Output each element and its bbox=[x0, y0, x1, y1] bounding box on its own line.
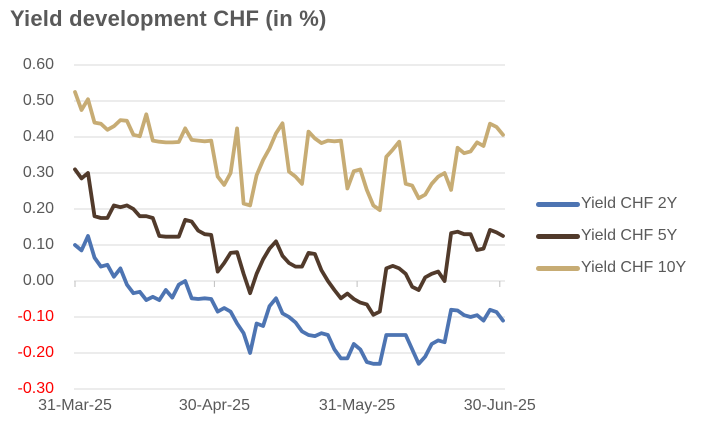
y-axis-label: -0.20 bbox=[17, 344, 54, 361]
legend-line-swatch-10y bbox=[536, 265, 580, 271]
y-axis-label: 0.50 bbox=[22, 92, 54, 109]
legend-label-10y: Yield CHF 10Y bbox=[581, 259, 687, 276]
legend-label-2y: Yield CHF 2Y bbox=[581, 195, 678, 212]
legend-item-yield-chf-5y: Yield CHF 5Y bbox=[536, 226, 686, 246]
legend-item-yield-chf-2y: Yield CHF 2Y bbox=[536, 194, 686, 214]
y-axis-label: 0.10 bbox=[22, 236, 54, 253]
x-axis-label: 30-Jun-25 bbox=[463, 397, 536, 414]
legend-label-5y: Yield CHF 5Y bbox=[581, 227, 678, 244]
y-axis-label: 0.40 bbox=[22, 128, 54, 145]
y-axis-label: -0.10 bbox=[17, 308, 54, 325]
legend-line-swatch-5y bbox=[536, 233, 580, 239]
x-axis-label: 31-Mar-25 bbox=[38, 397, 112, 414]
y-axis-label: 0.60 bbox=[22, 56, 54, 73]
legend-item-yield-chf-10y: Yield CHF 10Y bbox=[536, 258, 686, 278]
y-axis-label: 0.20 bbox=[22, 200, 54, 217]
y-axis-label: 0.30 bbox=[22, 164, 54, 181]
x-axis-label: 30-Apr-25 bbox=[178, 397, 250, 414]
x-axis-label: 31-May-25 bbox=[318, 397, 396, 414]
chart-title: Yield development CHF (in %) bbox=[10, 6, 327, 31]
series-line-yield-chf-5y bbox=[73, 167, 505, 317]
series-line-yield-chf-2y bbox=[73, 234, 505, 366]
legend: Yield CHF 2Y Yield CHF 5Y Yield CHF 10Y bbox=[536, 194, 686, 290]
series-line-yield-chf-10y bbox=[73, 90, 505, 213]
legend-line-swatch-2y bbox=[536, 201, 580, 207]
y-axis-label: -0.30 bbox=[17, 380, 54, 397]
y-axis-label: 0.00 bbox=[22, 272, 54, 289]
